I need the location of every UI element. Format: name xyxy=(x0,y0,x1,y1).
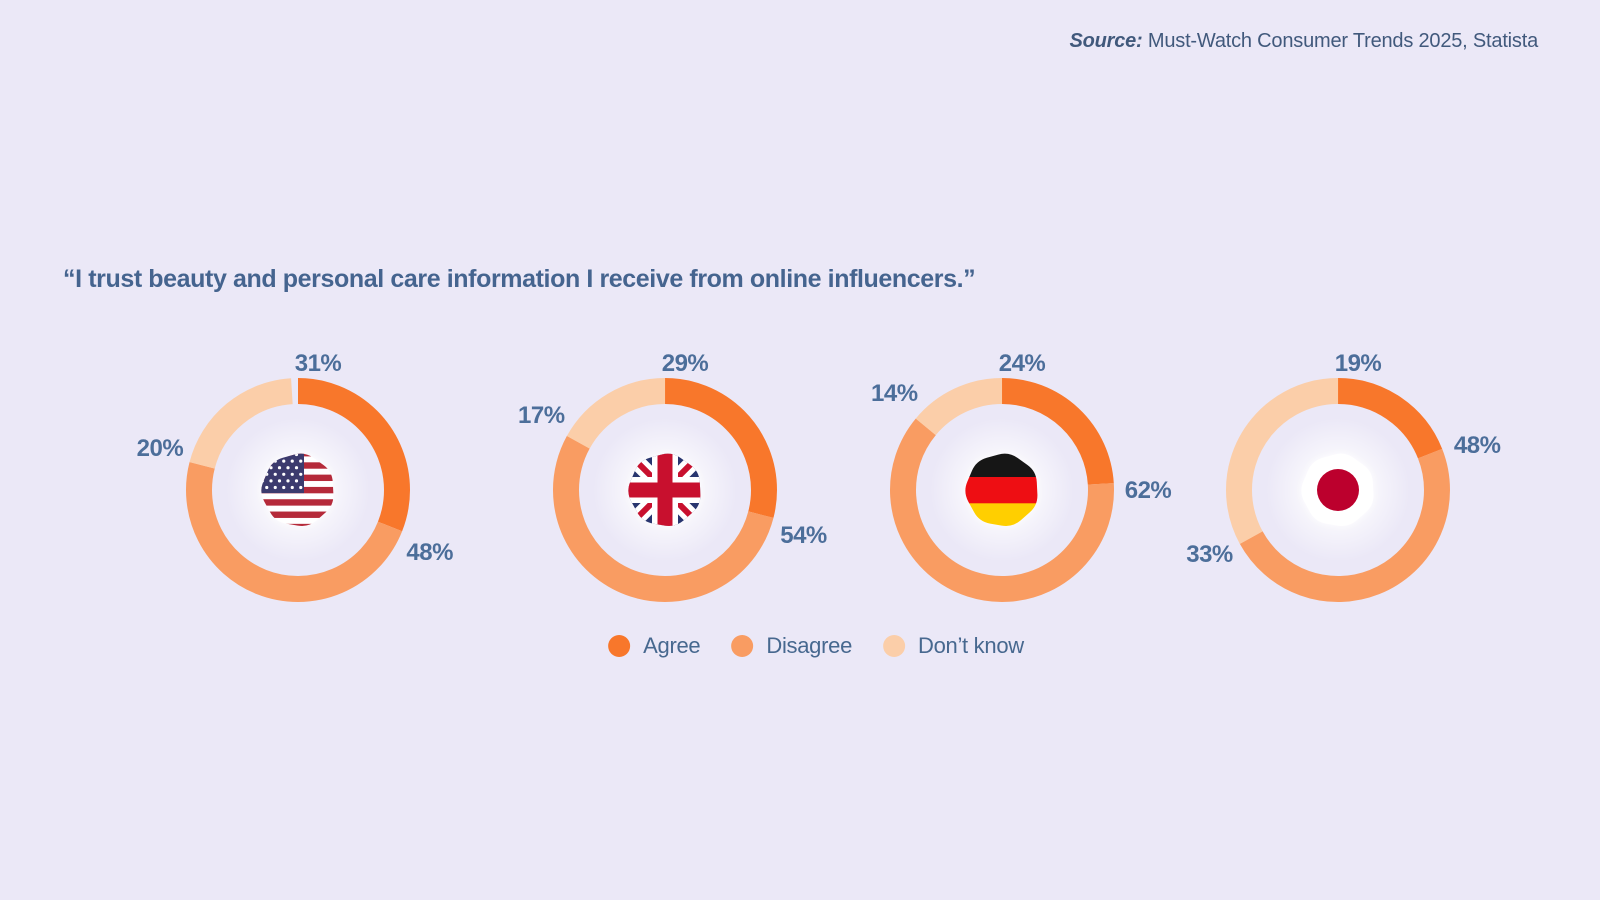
united-states-flag-icon xyxy=(258,450,338,530)
source-attribution: Source: Must-Watch Consumer Trends 2025,… xyxy=(1069,30,1538,53)
legend-label: Don’t know xyxy=(918,633,1024,658)
disagree-dot-icon xyxy=(731,635,754,657)
source-prefix: Source: xyxy=(1069,30,1143,52)
percent-label-disagree: 54% xyxy=(780,522,827,550)
donut-ring-us xyxy=(186,378,410,602)
donut-ring-de xyxy=(889,378,1114,603)
percent-label-agree: 31% xyxy=(294,349,342,377)
united-kingdom-flag-icon xyxy=(625,450,705,530)
donut-chart-japan: 19% 48% 33% xyxy=(1186,350,1501,605)
legend: Agree Disagree Don’t know xyxy=(608,633,1024,659)
donut-chart-united-states: 31% 48% 20% xyxy=(137,350,453,605)
source-text: Must-Watch Consumer Trends 2025, Statist… xyxy=(1142,30,1538,52)
percent-label-agree: 29% xyxy=(661,349,709,377)
percent-label-dont_know: 14% xyxy=(871,380,918,408)
dont-know-dot-icon xyxy=(883,635,906,657)
percent-label-dont_know: 33% xyxy=(1186,540,1233,568)
donut-segment-dont_know xyxy=(553,378,777,602)
donut-segment-dont_know xyxy=(1226,378,1450,602)
donut-chart-germany: 24% 62% 14% xyxy=(871,350,1172,605)
percent-label-disagree: 48% xyxy=(1453,431,1501,459)
percent-label-disagree: 62% xyxy=(1124,477,1172,504)
japan-flag-icon xyxy=(1298,450,1378,530)
legend-label: Disagree xyxy=(766,633,853,658)
donut-segment-agree xyxy=(186,378,410,602)
percent-label-agree: 24% xyxy=(998,349,1046,377)
donut-ring-gb xyxy=(553,378,777,602)
donut-segment-disagree xyxy=(553,378,777,602)
chart-title: “I trust beauty and personal care inform… xyxy=(63,265,976,293)
percent-label-disagree: 48% xyxy=(406,539,453,567)
donut-segment-dont_know xyxy=(186,378,410,602)
legend-item-agree: Agree xyxy=(608,633,701,659)
donut-ring-jp xyxy=(1226,378,1450,602)
legend-item-dont-know: Don’t know xyxy=(883,633,1024,659)
percent-label-dont_know: 17% xyxy=(518,402,565,430)
legend-label: Agree xyxy=(643,633,701,658)
percent-label-dont_know: 20% xyxy=(136,435,184,463)
agree-dot-icon xyxy=(608,635,631,657)
percent-label-agree: 19% xyxy=(1334,349,1382,377)
legend-item-disagree: Disagree xyxy=(731,633,852,659)
germany-flag-icon xyxy=(962,450,1042,530)
donut-segment-disagree xyxy=(186,378,410,602)
donut-segment-disagree xyxy=(890,378,1114,602)
donut-chart-united-kingdom: 29% 54% 17% xyxy=(518,350,827,605)
